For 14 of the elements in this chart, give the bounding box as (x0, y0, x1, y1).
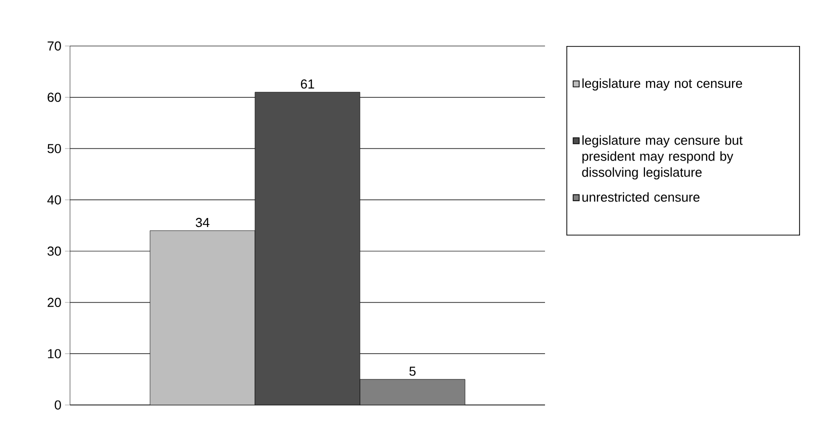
y-tick-label: 50 (48, 144, 61, 154)
data-label: 34 (196, 218, 210, 228)
legend-label: unrestricted censure (582, 192, 700, 202)
y-tick-label: 30 (48, 246, 61, 256)
y-tick-label: 40 (47, 195, 61, 204)
y-tick-label: 0 (54, 400, 61, 410)
y-tick-label: 20 (48, 298, 61, 308)
data-label: 5 (409, 366, 416, 376)
data-label: 61 (300, 79, 314, 89)
y-tick-label: 70 (48, 41, 61, 51)
legend-label: legislature may censure but president may respond by dissolving legislature (582, 135, 743, 180)
y-tick-label: 10 (48, 349, 61, 358)
y-tick-label: 60 (48, 92, 61, 102)
legend-label: legislature may not censure (582, 78, 742, 91)
